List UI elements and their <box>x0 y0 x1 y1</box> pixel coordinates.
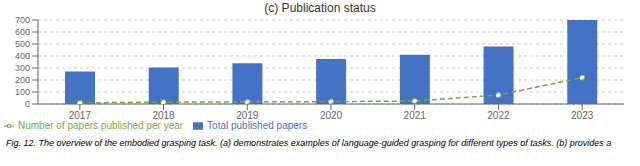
svg-text:2017: 2017 <box>69 110 92 121</box>
svg-text:600: 600 <box>15 27 30 37</box>
svg-text:2023: 2023 <box>571 110 594 121</box>
svg-text:500: 500 <box>15 39 30 49</box>
svg-text:300: 300 <box>15 63 30 73</box>
svg-text:2020: 2020 <box>320 110 343 121</box>
svg-text:400: 400 <box>15 51 30 61</box>
svg-text:2018: 2018 <box>152 110 175 121</box>
svg-text:100: 100 <box>15 87 30 97</box>
html-text:Fig. 12. The overview of the e: Fig. 12. The overview of the embodied gr… <box>6 138 612 148</box>
html-text:Number of papers published per: Number of papers published per year <box>18 120 184 131</box>
html-text:Total published papers: Total published papers <box>207 120 308 131</box>
svg-text:2022: 2022 <box>487 110 510 121</box>
svg-text:200: 200 <box>15 75 30 85</box>
svg-text:2019: 2019 <box>236 110 259 121</box>
svg-text:700: 700 <box>15 16 30 25</box>
svg-text:0: 0 <box>25 99 30 109</box>
svg-text:2021: 2021 <box>404 110 427 121</box>
html-text:(c) Publication status: (c) Publication status <box>264 1 376 15</box>
